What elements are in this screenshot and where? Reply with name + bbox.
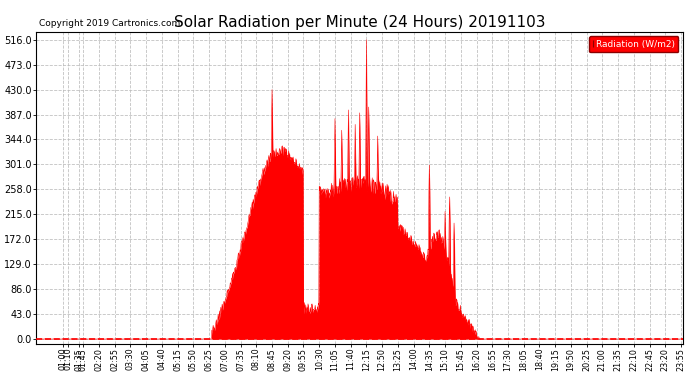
Title: Solar Radiation per Minute (24 Hours) 20191103: Solar Radiation per Minute (24 Hours) 20… (174, 15, 545, 30)
Text: Copyright 2019 Cartronics.com: Copyright 2019 Cartronics.com (39, 20, 181, 28)
Legend: Radiation (W/m2): Radiation (W/m2) (589, 36, 678, 52)
